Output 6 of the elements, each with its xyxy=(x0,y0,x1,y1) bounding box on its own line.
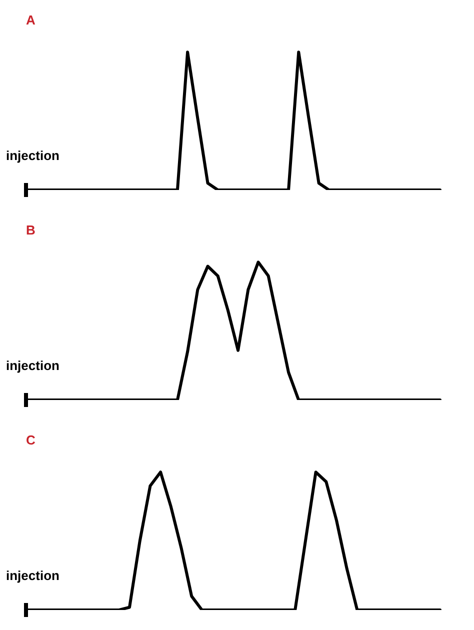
annotation: injection xyxy=(6,358,60,373)
annotation: injection xyxy=(6,568,60,583)
chart-title: A xyxy=(26,12,36,28)
chart-title: C xyxy=(26,432,36,448)
chart-title: B xyxy=(26,222,36,238)
annotation: injection xyxy=(6,148,60,163)
